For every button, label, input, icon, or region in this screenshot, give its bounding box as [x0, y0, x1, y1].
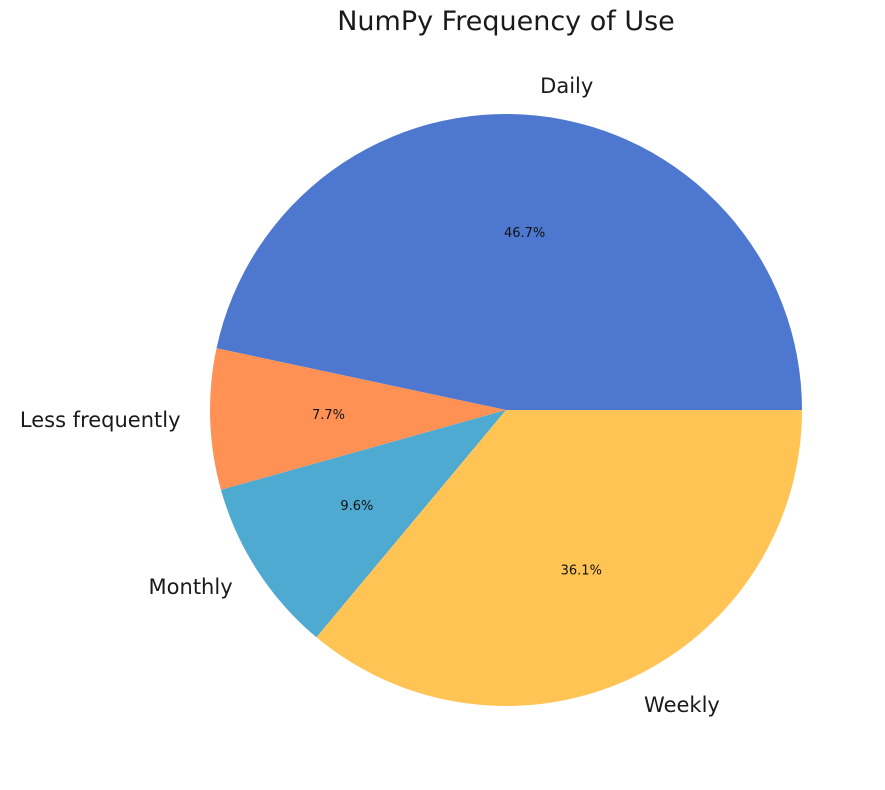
- slice-label-less-frequently: Less frequently: [20, 408, 181, 432]
- pie-slice-daily: [216, 113, 803, 410]
- pie-slice-monthly: [220, 410, 507, 638]
- slices-layer: [210, 113, 803, 707]
- pct-label-less-frequently: 7.7%: [312, 408, 345, 423]
- chart-title: NumPy Frequency of Use: [337, 6, 675, 37]
- slice-label-daily: Daily: [540, 74, 593, 98]
- labels-layer: Daily 46.7% Less frequently 7.7% Monthly 9.6%…: [20, 74, 720, 717]
- slice-label-monthly: Monthly: [149, 575, 233, 599]
- slice-label-weekly: Weekly: [644, 693, 720, 717]
- pct-label-weekly: 36.1%: [561, 563, 602, 578]
- pct-label-monthly: 9.6%: [340, 499, 373, 514]
- pie-slice-less-frequently: [210, 348, 507, 490]
- pie-slice-weekly: [316, 410, 802, 707]
- pct-label-daily: 46.7%: [504, 226, 545, 241]
